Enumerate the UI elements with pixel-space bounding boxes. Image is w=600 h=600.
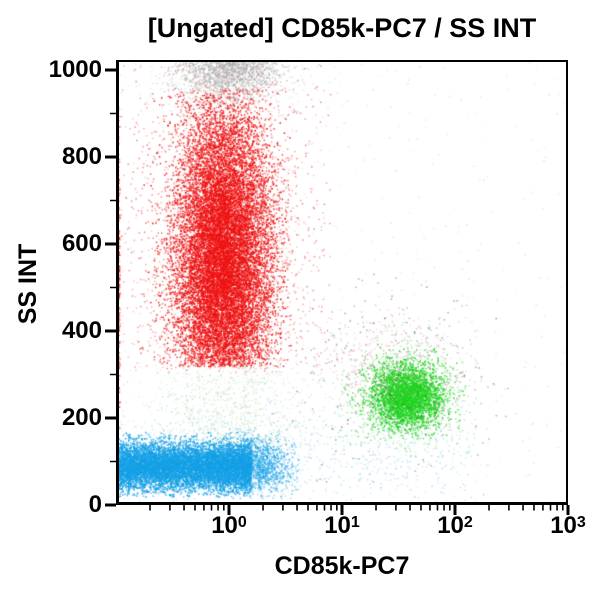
y-tick-label: 600 [61,230,102,257]
x-tick-label: 103 [550,512,586,539]
y-tick-label: 400 [61,317,102,344]
y-tick-label: 200 [61,404,102,431]
x-tick-label: 100 [211,512,247,539]
y-tick-label: 0 [88,491,102,518]
y-axis-title: SS INT [14,243,42,325]
x-tick-label: 102 [437,512,473,539]
y-tick-label: 800 [61,143,102,170]
x-tick-label: 101 [324,512,360,539]
y-tick-label: 1000 [48,56,102,83]
x-axis-title: CD85k-PC7 [274,552,410,580]
